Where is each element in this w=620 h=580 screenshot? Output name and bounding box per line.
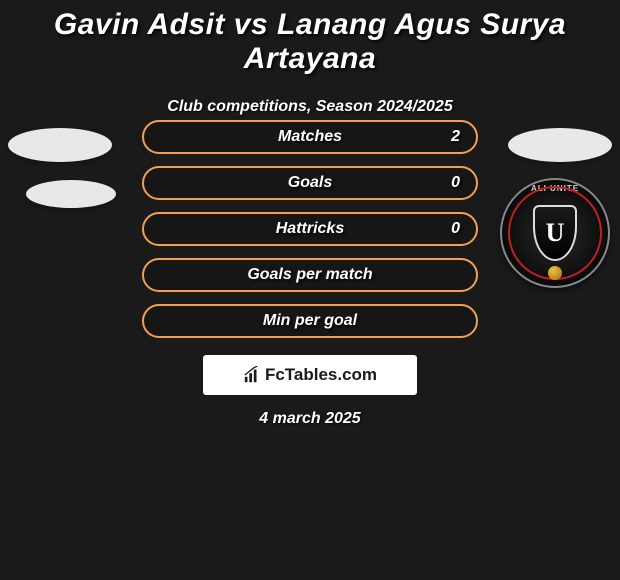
stat-value-right: 2 bbox=[440, 120, 460, 154]
bar-chart-icon bbox=[243, 366, 261, 384]
stat-row: Goals 0 bbox=[0, 166, 620, 212]
stat-label: Goals bbox=[142, 166, 478, 200]
stat-row: Goals per match bbox=[0, 258, 620, 304]
page-title: Gavin Adsit vs Lanang Agus Surya Artayan… bbox=[0, 0, 620, 76]
brand-text: FcTables.com bbox=[265, 365, 377, 385]
stat-row: Hattricks 0 bbox=[0, 212, 620, 258]
stat-row: Min per goal bbox=[0, 304, 620, 350]
stats-container: Matches 2 Goals 0 Hattricks 0 Goals per … bbox=[0, 120, 620, 350]
stat-value-right bbox=[440, 258, 460, 292]
stat-value-right bbox=[440, 304, 460, 338]
stat-value-right: 0 bbox=[440, 212, 460, 246]
stat-label: Goals per match bbox=[142, 258, 478, 292]
stat-row: Matches 2 bbox=[0, 120, 620, 166]
date-text: 4 march 2025 bbox=[0, 410, 620, 428]
stat-value-right: 0 bbox=[440, 166, 460, 200]
stat-label: Min per goal bbox=[142, 304, 478, 338]
brand-box[interactable]: FcTables.com bbox=[203, 355, 417, 395]
stat-label: Matches bbox=[142, 120, 478, 154]
subtitle: Club competitions, Season 2024/2025 bbox=[0, 98, 620, 116]
stat-label: Hattricks bbox=[142, 212, 478, 246]
